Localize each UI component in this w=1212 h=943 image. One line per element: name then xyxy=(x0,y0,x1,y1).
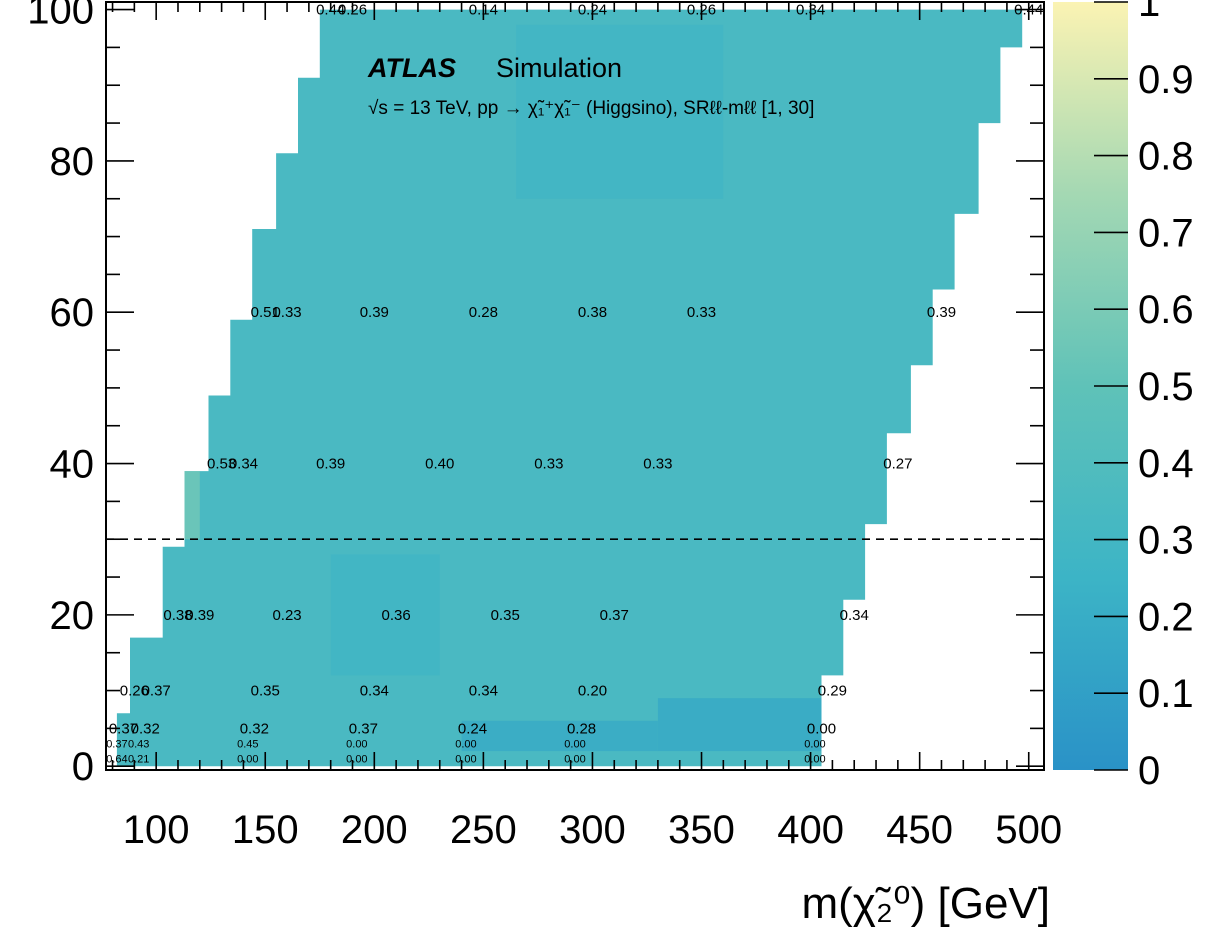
cell-value-label: 0.00 xyxy=(807,720,836,737)
x-tick-label: 150 xyxy=(232,808,299,852)
cell-value-label: 0.53 xyxy=(207,456,236,473)
cell-value-label: 0.33 xyxy=(534,456,563,473)
shading-zone xyxy=(516,24,724,199)
cell-value-label: 0.00 xyxy=(455,754,476,766)
cell-value-label: 0.00 xyxy=(804,754,825,766)
cell-value-label: 0.00 xyxy=(564,739,585,751)
cell-value-label: 0.28 xyxy=(469,304,498,321)
cell-value-label: 0.33 xyxy=(643,456,672,473)
atlas-brand: ATLAS xyxy=(367,53,456,83)
cell-value-label: 0.39 xyxy=(316,456,345,473)
colorbar-tick-label: 0.5 xyxy=(1138,365,1194,409)
colorbar-ticks: 0 0.1 0.2 0.3 0.4 0.5 0.6 0.7 0.8 0.9 1 xyxy=(1094,0,1194,793)
cell-value-label: 0.37 xyxy=(349,720,378,737)
cell-value-label: 0.20 xyxy=(578,683,607,700)
y-tick-label: 60 xyxy=(50,291,95,335)
cell-value-label: 0.64 xyxy=(106,754,127,766)
atlas-simulation-label: Simulation xyxy=(496,53,622,83)
x-axis-title: m(χ̃₂⁰) [GeV] xyxy=(802,879,1051,928)
y-axis: 0 20 40 60 80 100 xyxy=(27,0,1044,789)
cell-value-label: 0.43 xyxy=(128,739,149,751)
cell-value-label: 0.39 xyxy=(360,304,389,321)
x-tick-label: 350 xyxy=(668,808,735,852)
x-axis: 100 150 200 250 300 350 400 450 500 xyxy=(111,2,1062,852)
x-tick-label: 250 xyxy=(450,808,517,852)
cell-value-label: 0.37 xyxy=(109,720,138,737)
cell-value-label: 0.37 xyxy=(142,683,171,700)
y-tick-label: 80 xyxy=(50,140,95,184)
process-subtitle: √s = 13 TeV, pp → χ̃₁⁺χ̃₁⁻ (Higgsino), S… xyxy=(368,98,814,119)
plot-area: 0.440.260.140.240.260.340.440.510.330.39… xyxy=(27,0,1062,852)
colorbar-tick-label: 0.9 xyxy=(1138,58,1194,102)
x-tick-label: 400 xyxy=(777,808,844,852)
cell-value-label: 0.40 xyxy=(425,456,454,473)
cell-value-label: 0.34 xyxy=(840,607,869,624)
y-tick-label: 40 xyxy=(50,443,95,487)
colorbar-tick-label: 0.1 xyxy=(1138,672,1194,716)
cell-value-label: 0.33 xyxy=(687,304,716,321)
cell-value-label: 0.00 xyxy=(346,739,367,751)
cell-value-label: 0.27 xyxy=(883,456,912,473)
plot-frame xyxy=(105,1,1045,771)
x-tick-label: 450 xyxy=(886,808,953,852)
cell-value-label: 0.28 xyxy=(567,720,596,737)
shading-zone xyxy=(657,698,822,752)
cell-value-label: 0.33 xyxy=(272,304,301,321)
cell-value-label: 0.34 xyxy=(229,456,258,473)
x-tick-label: 100 xyxy=(123,808,190,852)
colorbar-tick-label: 0.4 xyxy=(1138,442,1194,486)
cell-value-label: 0.39 xyxy=(185,607,214,624)
colorbar-tick-label: 1 xyxy=(1138,0,1160,25)
cell-value-label: 0.29 xyxy=(818,683,847,700)
cell-value-label: 0.36 xyxy=(382,607,411,624)
cell-value-label: 0.21 xyxy=(128,754,149,766)
cell-value-label: 0.23 xyxy=(272,607,301,624)
cell-value-labels: 0.440.260.140.240.260.340.440.510.330.39… xyxy=(106,2,1043,766)
cell-value-label: 0.00 xyxy=(564,754,585,766)
y-tick-label: 20 xyxy=(50,594,95,638)
atlas-label: ATLAS Simulation √s = 13 TeV, pp → χ̃₁⁺χ… xyxy=(367,53,814,119)
y-tick-label: 100 xyxy=(27,0,94,33)
colorbar-tick-label: 0.8 xyxy=(1138,135,1194,179)
cell-value-label: 0.51 xyxy=(251,304,280,321)
cell-value-label: 0.35 xyxy=(491,607,520,624)
colorbar-tick-label: 0.2 xyxy=(1138,595,1194,639)
cell-value-label: 0.34 xyxy=(469,683,498,700)
colorbar: 0 0.1 0.2 0.3 0.4 0.5 0.6 0.7 0.8 0.9 1 xyxy=(1053,0,1194,793)
cell-value-label: 0.32 xyxy=(131,720,160,737)
x-tick-label: 500 xyxy=(995,808,1062,852)
cell-value-label: 0.26 xyxy=(120,683,149,700)
cell-value-label: 0.38 xyxy=(163,607,192,624)
cell-value-label: 0.39 xyxy=(927,304,956,321)
cell-value-label: 0.34 xyxy=(360,683,389,700)
cell-value-label: 0.37 xyxy=(600,607,629,624)
cell-value-label: 0.00 xyxy=(455,739,476,751)
cell-value-label: 0.00 xyxy=(804,739,825,751)
colorbar-tick-label: 0.6 xyxy=(1138,288,1194,332)
colorbar-tick-label: 0 xyxy=(1138,749,1160,793)
cell-value-label: 0.00 xyxy=(346,754,367,766)
shading-zone xyxy=(461,720,658,752)
colorbar-tick-label: 0.3 xyxy=(1138,519,1194,563)
colorbar-tick-label: 0.7 xyxy=(1138,211,1194,255)
x-tick-label: 200 xyxy=(341,808,408,852)
cell-value-label: 0.00 xyxy=(237,754,258,766)
cell-value-label: 0.35 xyxy=(251,683,280,700)
y-tick-label: 0 xyxy=(72,745,94,789)
cell-value-label: 0.38 xyxy=(578,304,607,321)
cell-value-label: 0.24 xyxy=(458,720,487,737)
x-tick-label: 300 xyxy=(559,808,626,852)
shading-zone xyxy=(330,554,440,676)
cell-value-label: 0.37 xyxy=(106,739,127,751)
cell-value-label: 0.45 xyxy=(237,739,258,751)
cell-value-label: 0.32 xyxy=(240,720,269,737)
